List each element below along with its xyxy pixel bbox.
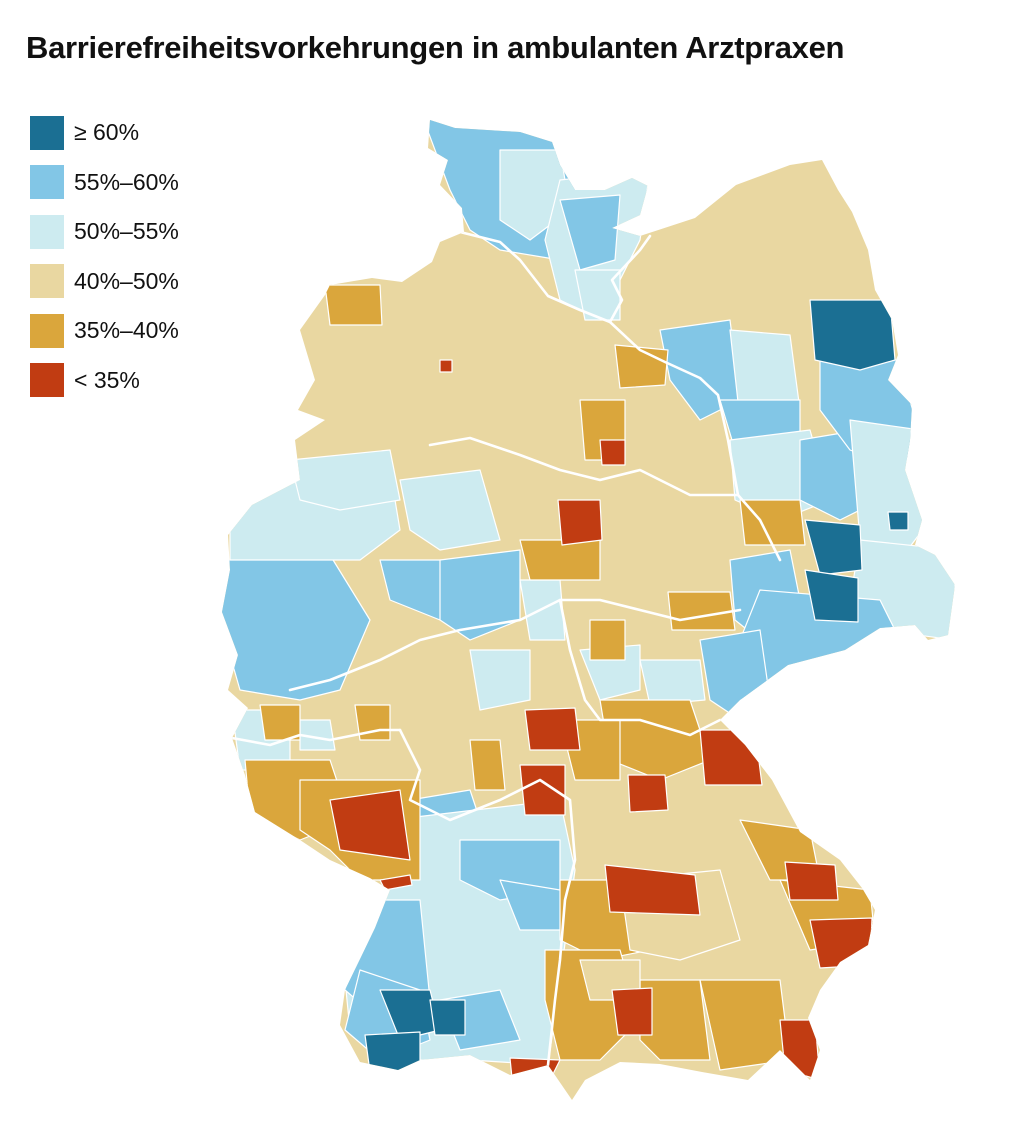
district-region xyxy=(509,1057,561,1081)
district-region xyxy=(804,569,859,623)
district-region xyxy=(809,917,873,969)
district-region xyxy=(559,194,621,271)
district-region xyxy=(639,659,706,706)
district-region xyxy=(364,1031,421,1073)
district-region xyxy=(439,549,521,641)
state-border-middle xyxy=(428,436,740,497)
district-region xyxy=(849,419,931,561)
legend-item-60-plus: ≥ 60% xyxy=(30,108,179,158)
district-region xyxy=(804,519,863,576)
state-border-south xyxy=(398,728,577,1067)
district-region xyxy=(574,269,621,321)
legend-label: 50%–55% xyxy=(74,218,179,245)
state-border-thuringia xyxy=(558,598,722,737)
district-region xyxy=(589,619,626,661)
legend-item-35-40: 35%–40% xyxy=(30,306,179,356)
district-region xyxy=(659,319,741,421)
district-region xyxy=(519,539,601,581)
district-region xyxy=(519,764,566,816)
state-border-north xyxy=(458,230,652,324)
legend-swatch xyxy=(30,165,64,200)
map-title: Barrierefreiheitsvorkehrungen in ambulan… xyxy=(26,30,845,65)
district-region xyxy=(439,359,453,373)
district-region xyxy=(809,299,896,371)
legend-swatch xyxy=(30,313,64,348)
district-region xyxy=(611,987,653,1036)
district-region xyxy=(399,469,501,551)
district-region xyxy=(524,707,581,751)
legend-label: 40%–50% xyxy=(74,267,179,294)
legend-swatch xyxy=(30,115,64,150)
district-region xyxy=(627,774,669,813)
legend-label: 35%–40% xyxy=(74,317,179,344)
state-border-central xyxy=(288,598,742,692)
legend-item-50-55: 50%–55% xyxy=(30,207,179,257)
district-region xyxy=(469,649,531,711)
legend-swatch xyxy=(30,214,64,249)
district-region xyxy=(739,499,806,546)
district-region xyxy=(289,449,401,511)
district-region xyxy=(604,864,701,916)
legend-item-below-35: < 35% xyxy=(30,356,179,406)
district-region xyxy=(784,861,839,901)
legend-label: < 35% xyxy=(74,366,140,393)
legend-item-40-50: 40%–50% xyxy=(30,257,179,307)
legend-label: 55%–60% xyxy=(74,168,179,195)
district-region xyxy=(259,704,301,741)
state-border-east xyxy=(608,320,782,562)
legend-swatch xyxy=(30,264,64,299)
district-region xyxy=(699,729,763,786)
legend: ≥ 60% 55%–60% 50%–55% 40%–50% 35%–40% < … xyxy=(30,108,179,405)
district-region xyxy=(667,591,736,631)
district-region xyxy=(324,284,383,326)
district-region xyxy=(429,999,466,1036)
district-region xyxy=(557,499,603,546)
legend-label: ≥ 60% xyxy=(74,119,140,146)
legend-swatch xyxy=(30,363,64,398)
district-region xyxy=(779,1019,821,1081)
district-region xyxy=(887,511,909,531)
district-region xyxy=(469,739,506,791)
district-region xyxy=(599,439,626,466)
state-border-west xyxy=(230,728,402,747)
legend-item-55-60: 55%–60% xyxy=(30,158,179,208)
district-region xyxy=(329,789,411,861)
